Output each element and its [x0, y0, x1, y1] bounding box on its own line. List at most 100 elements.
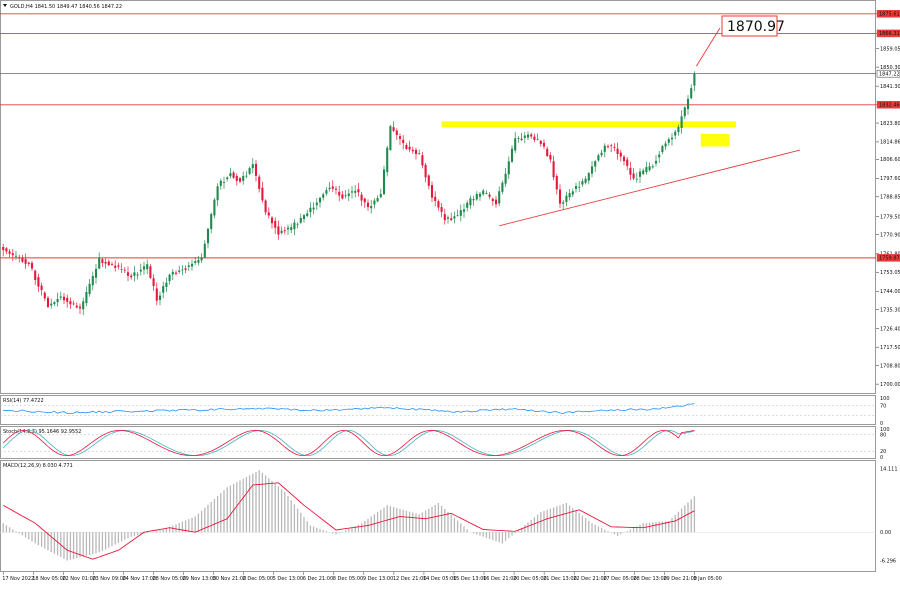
candle-bull — [453, 216, 455, 218]
candle-bear — [233, 173, 235, 178]
candle-bull — [191, 264, 193, 267]
candle-bear — [239, 178, 241, 182]
horizontal-levels[interactable]: 1875.611866.311847.221832.461759.87 — [0, 10, 900, 261]
candle-bull — [133, 272, 135, 275]
candle-bear — [284, 230, 286, 231]
candle-bear — [607, 146, 609, 147]
candle-bear — [402, 140, 404, 143]
indicator-tick-label: 70 — [880, 403, 886, 409]
candle-bear — [9, 251, 11, 253]
indicator-tick-label: 80 — [880, 432, 886, 438]
highlight-zones[interactable] — [442, 121, 736, 146]
price-badge-label: 1847.22 — [879, 71, 900, 77]
candle-bull — [524, 136, 526, 138]
annotation[interactable]: 1870.97 — [696, 16, 785, 66]
time-tick-label: 22 Nov 01:00 — [62, 576, 96, 582]
candle-bear — [533, 137, 535, 140]
candle-bear — [626, 159, 628, 165]
time-tick-label: 23 Nov 09:00 — [92, 576, 126, 582]
candle-bear — [629, 168, 631, 175]
candle-bull — [652, 166, 654, 167]
candle-bull — [476, 194, 478, 199]
candle-bear — [364, 199, 366, 203]
resistance-zone — [442, 121, 736, 127]
candle-bull — [281, 231, 283, 233]
candle-bull — [482, 191, 484, 195]
breakout-zone — [701, 134, 730, 146]
rsi-plot — [0, 404, 876, 416]
candle-bull — [585, 179, 587, 183]
collapse-triangle-icon[interactable] — [3, 4, 7, 7]
candle-bull — [690, 88, 692, 98]
macd-plot — [0, 470, 876, 560]
candle-bull — [501, 183, 503, 192]
price-tick-label: 1770.90 — [880, 232, 900, 238]
candle-bull — [229, 173, 231, 176]
candle-bear — [396, 131, 398, 135]
time-axis: 17 Nov 202218 Nov 05:0022 Nov 01:0023 No… — [2, 572, 722, 582]
candle-bear — [489, 194, 491, 196]
time-tick-label: 8 Dec 05:00 — [333, 576, 363, 582]
rsi-pane[interactable] — [1, 396, 876, 425]
candle-bear — [332, 186, 334, 188]
candle-bull — [92, 276, 94, 285]
candle-bull — [300, 218, 302, 223]
candle-bear — [69, 301, 71, 304]
candle-bear — [428, 175, 430, 185]
support-trendline — [499, 150, 800, 226]
candle-bear — [265, 200, 267, 212]
candle-bull — [181, 270, 183, 271]
candle-bull — [473, 199, 475, 200]
price-tick-label: 1797.60 — [880, 176, 900, 182]
candle-bull — [604, 146, 606, 152]
time-tick-label: 28 Nov 05:00 — [152, 576, 186, 582]
price-tick-label: 1753.05 — [880, 270, 900, 276]
candle-bull — [373, 201, 375, 205]
candle-bear — [47, 298, 49, 307]
candle-bear — [34, 271, 36, 280]
candle-bear — [633, 173, 635, 178]
candle-bear — [274, 221, 276, 228]
trendlines[interactable] — [499, 150, 800, 226]
candle-bull — [508, 161, 510, 174]
candle-bear — [21, 258, 23, 262]
candle-bull — [178, 271, 180, 272]
candle-bull — [348, 194, 350, 196]
time-tick-label: 5 Dec 13:00 — [273, 576, 303, 582]
price-tick-label: 1859.05 — [880, 47, 900, 53]
main-pane[interactable] — [1, 1, 876, 394]
candle-bull — [418, 153, 420, 154]
candle-bull — [572, 191, 574, 194]
candle-bear — [255, 164, 257, 176]
candle-bull — [569, 193, 571, 197]
candle-bear — [5, 248, 7, 251]
candle-bull — [677, 127, 679, 132]
indicator-tick-label: 0 — [880, 455, 883, 461]
candle-bear — [25, 259, 27, 264]
candle-bear — [530, 134, 532, 136]
candle-bull — [316, 203, 318, 206]
candle-bear — [559, 190, 561, 204]
candle-bear — [185, 268, 187, 270]
candle-bull — [588, 173, 590, 181]
time-tick-label: 17 Nov 2022 — [2, 576, 34, 582]
candle-bull — [565, 196, 567, 202]
time-tick-label: 27 Dec 05:00 — [603, 576, 637, 582]
time-tick-label: 15 Dec 13:00 — [453, 576, 487, 582]
candle-bull — [303, 215, 305, 219]
candle-bull — [351, 191, 353, 192]
candle-bull — [687, 99, 689, 109]
candles — [2, 71, 695, 315]
candle-bear — [268, 212, 270, 215]
candle-bull — [642, 170, 644, 174]
candle-bear — [613, 147, 615, 148]
indicator-tick-label: -6.296 — [880, 558, 896, 564]
candle-bull — [693, 74, 695, 86]
candle-bull — [597, 155, 599, 160]
candle-bear — [450, 218, 452, 220]
price-badge-label: 1832.46 — [879, 103, 900, 109]
price-tick-label: 1708.80 — [880, 363, 900, 369]
candle-bear — [2, 247, 4, 250]
candle-bull — [639, 172, 641, 177]
